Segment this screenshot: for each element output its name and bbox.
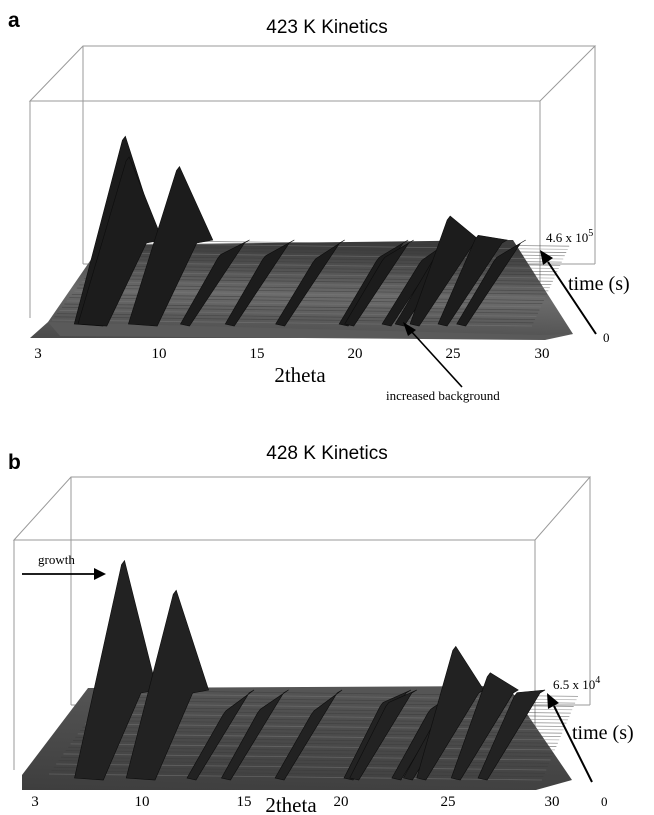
- panel-a-time-label: time (s): [568, 273, 630, 295]
- panel-a-time-min: 0: [603, 330, 610, 345]
- panel-b-time-max: 6.5 x 104: [553, 675, 600, 692]
- panel-b-tick: 10: [135, 794, 150, 810]
- panel-a-annotation-text: increased background: [386, 388, 500, 403]
- panel-b-time-min: 0: [601, 794, 608, 809]
- panel-a-tick: 25: [446, 346, 461, 362]
- panel-b-title: 428 K Kinetics: [266, 443, 387, 464]
- panel-a-tick: 30: [535, 346, 550, 362]
- panel-a-tick: 15: [250, 346, 265, 362]
- panel-a-peaks: [74, 136, 525, 326]
- panel-b-letter: b: [8, 451, 21, 474]
- panel-b-time-label: time (s): [572, 722, 634, 744]
- panel-b-annotation-text: growth: [38, 552, 75, 567]
- panel-b-tick: 25: [441, 794, 456, 810]
- panel-a-tick: 10: [152, 346, 167, 362]
- panel-b-tick: 15: [237, 794, 252, 810]
- panel-a-tick: 3: [34, 346, 42, 362]
- panel-a-time-max: 4.6 x 105: [546, 228, 593, 245]
- panel-a-xlabel: 2theta: [274, 363, 326, 387]
- panel-a-title: 423 K Kinetics: [266, 17, 387, 38]
- panel-a-x-ticks: 3 10 15 20 25 30: [34, 346, 549, 362]
- panel-b-tick: 30: [545, 794, 560, 810]
- panel-a-letter: a: [8, 9, 20, 32]
- panel-b-tick: 20: [334, 794, 349, 810]
- panel-b-xlabel: 2theta: [265, 793, 317, 815]
- panel-b-annotation: growth: [22, 552, 106, 580]
- panel-a-tick: 20: [348, 346, 363, 362]
- panel-a: a 423 K Kinetics 3 10 15 20 25 30 2theta: [8, 9, 630, 403]
- panel-b: b 428 K Kinetics 3 10 15 20 25 30 2theta…: [8, 443, 634, 815]
- panel-b-tick: 3: [31, 794, 39, 810]
